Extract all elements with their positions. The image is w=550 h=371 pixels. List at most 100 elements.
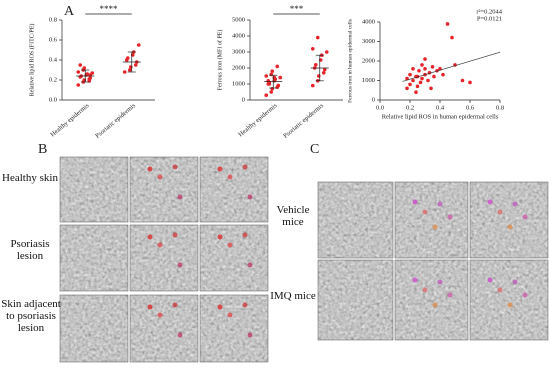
data-point [417,68,421,73]
micrograph [200,157,268,222]
row-label: Vehicle mice [276,204,310,228]
y-tick-label: 3000 [232,48,245,55]
micrograph [318,182,393,258]
micrograph-border [199,224,269,292]
data-point [408,72,412,77]
stain-mark [447,214,453,220]
y-tick-label: 0.2 [49,76,57,83]
stain-mark [432,302,438,308]
trend-line [402,51,501,82]
stain-mark [447,292,453,298]
annotation: r²=0.2044 [476,8,502,15]
stain-mark [247,194,253,200]
micrograph-border [317,259,394,341]
stain-mark [172,232,178,238]
stain-mark [247,332,253,338]
significance-label: **** [100,4,119,14]
y-tick-label: 4000 [362,18,375,25]
stain-mark [227,312,233,318]
data-point [429,86,433,91]
stain-mark [227,242,233,248]
stain-mark [172,164,178,170]
x-tick-label: Healthy epidermis [237,102,279,138]
data-point [313,63,318,67]
x-tick-label: 0.0 [376,104,384,111]
stain-mark [177,332,183,338]
stain-mark [522,214,528,220]
y-tick-label: 0 [242,96,245,103]
x-tick-label: 0.8 [496,104,504,111]
y-axis-label: Ferrous iron in human epidermal cells [347,19,353,103]
data-point [310,83,315,88]
stain-mark [177,262,183,268]
data-point [269,72,274,77]
stain-mark [512,201,518,207]
stain-mark [487,277,493,283]
micrograph [60,295,128,362]
stain-mark [497,287,503,293]
micrograph [130,295,198,362]
stain-mark [247,262,253,268]
stain-mark [157,242,163,248]
y-tick-label: 1000 [362,77,375,84]
data-point [127,68,132,72]
row-label: IMQ mice [270,290,316,302]
stain-mark [147,166,153,172]
stain-mark [217,166,223,172]
micrograph-border [59,294,129,363]
data-point [267,82,272,86]
data-point [423,57,427,61]
micrograph [200,295,268,362]
data-point [136,43,141,47]
stain-mark [412,277,418,283]
data-point [278,75,283,80]
data-point [76,83,81,87]
micrograph [470,260,548,340]
data-point [432,74,436,79]
data-point [324,50,329,54]
stain-mark [217,304,223,310]
stain-mark [422,287,428,293]
data-point [82,66,87,70]
micrograph-border [199,156,269,223]
data-point [269,90,274,94]
data-point [423,67,427,71]
data-point [420,63,424,67]
data-point [276,83,281,88]
data-point [133,63,138,67]
panel-label: B [38,142,47,157]
y-tick-label: 5000 [232,16,245,23]
row-label: Skin adjacent to psoriasis lesion [1,298,61,334]
x-tick-label: 0.6 [466,104,475,111]
micrograph [130,157,198,222]
data-point [85,72,90,76]
micrograph-border [59,224,129,292]
x-tick-label: 0.4 [436,104,445,111]
micrograph-border [199,294,269,363]
data-point [322,67,327,72]
data-point [411,78,415,83]
stain-mark [157,312,163,318]
stain-mark [422,209,428,215]
micrograph [60,225,128,291]
data-point [405,76,409,81]
stain-mark [507,224,513,230]
y-tick-label: 2000 [232,64,245,71]
data-point [460,78,465,83]
micrograph-border [469,181,549,259]
data-point [405,86,409,91]
micrograph-border [394,181,469,259]
stain-mark [172,302,178,308]
y-tick-label: 0.8 [49,16,57,23]
stain-mark [242,302,248,308]
data-point [78,63,83,67]
micrograph [60,157,128,222]
panel-label: A [64,4,75,19]
stain-mark [242,164,248,170]
data-point [408,82,412,87]
data-point [418,80,423,85]
stain-mark [217,234,223,240]
y-tick-label: 0.0 [49,96,57,103]
